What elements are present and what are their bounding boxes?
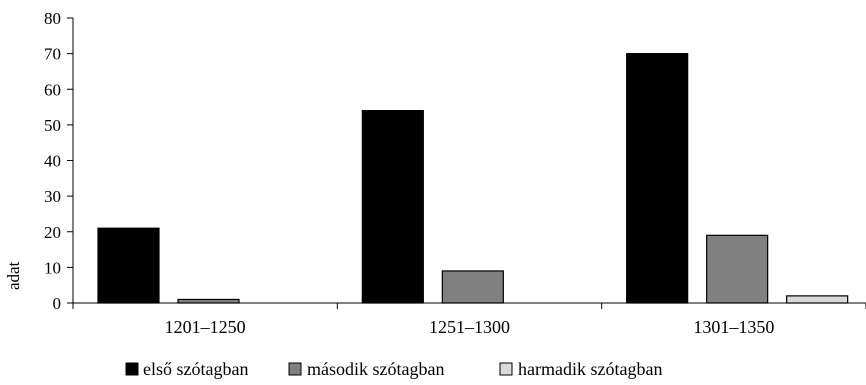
y-tick-label: 20 [44,223,61,242]
y-tick-label: 40 [44,152,61,171]
bar-1-1 [97,227,160,304]
legend-label-2: második szótagban [307,359,444,379]
legend-swatch-1 [125,362,139,376]
x-category-label: 1301–1350 [693,317,774,337]
x-category-labels: 1201–1250 1251–1300 1301–1350 [72,303,866,337]
y-axis-title: adat [4,261,23,290]
bar-2-3 [706,234,769,304]
legend: első szótagban második szótagban harmadik … [125,359,662,379]
bar-1-3 [626,53,689,304]
bar-2-1 [177,298,240,304]
bar-2-2 [441,270,504,304]
legend-label-1: első szótagban [143,359,248,379]
x-category-label: 1201–1250 [165,317,246,337]
y-tick-label: 30 [44,187,61,206]
legend-label-3: harmadik szótagban [518,359,662,379]
y-tick-label: 0 [53,294,62,313]
x-category-label: 1251–1300 [429,317,510,337]
bar-1-2 [361,110,424,304]
bar-3-3 [786,295,849,304]
y-tick-label: 80 [44,9,61,28]
y-tick-label: 70 [44,45,61,64]
legend-swatch-3 [499,362,513,376]
y-ticks: 0 10 20 30 40 50 60 70 80 [44,9,73,313]
y-tick-label: 50 [44,116,61,135]
bars-layer [97,53,849,304]
y-tick-label: 60 [44,80,61,99]
legend-swatch-2 [288,362,302,376]
y-tick-label: 10 [44,258,61,277]
